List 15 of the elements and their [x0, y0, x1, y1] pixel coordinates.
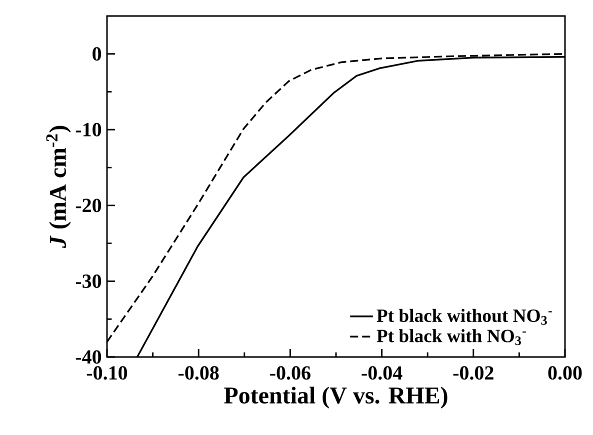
y-tick-label: -30 — [76, 274, 102, 288]
x-tick-label: -0.06 — [270, 366, 310, 380]
x-tick-label: -0.08 — [178, 366, 219, 380]
y-tick-label: -40 — [76, 350, 102, 364]
legend-label: Pt black with NO$_{3}$- — [376, 329, 526, 346]
y-axis-title: J (mA cm$^{-2}$) — [46, 126, 71, 248]
x-axis-title: Potential (V vs. RHE) — [224, 386, 448, 408]
x-tick-label: -0.10 — [86, 366, 128, 380]
x-tick-label: 0.00 — [548, 366, 582, 380]
y-tick-label: 0 — [92, 47, 102, 61]
y-tick-label: -20 — [76, 198, 102, 212]
x-tick-label: -0.02 — [453, 366, 494, 380]
y-tick-label: -10 — [76, 122, 102, 136]
x-tick-label: -0.04 — [362, 366, 402, 380]
legend-label: Pt black without NO$_{3}$- — [376, 308, 552, 325]
